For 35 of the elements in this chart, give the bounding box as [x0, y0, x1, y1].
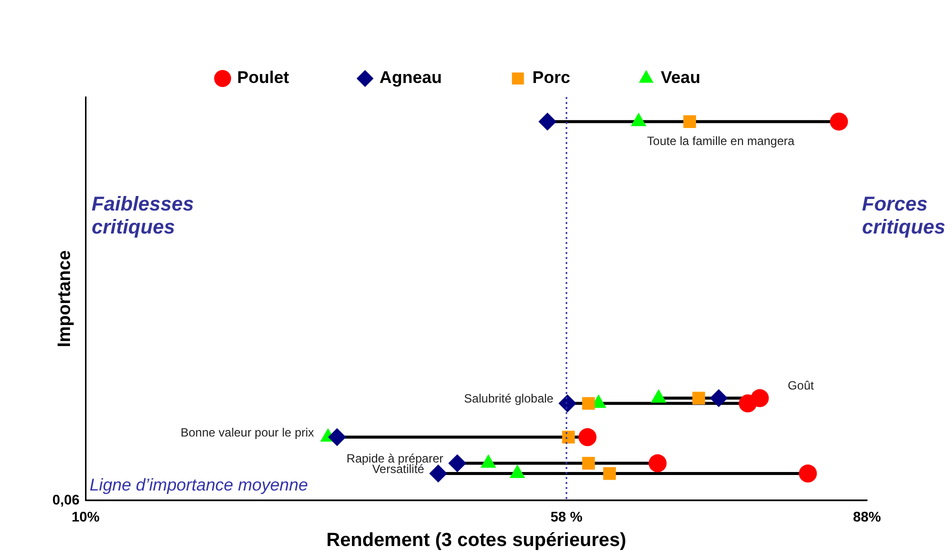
legend-label: Agneau: [380, 68, 442, 88]
point: [578, 428, 596, 446]
point: [710, 389, 728, 408]
annotation: Rapide à préparer: [346, 452, 444, 466]
point: [328, 428, 346, 446]
ref-line-label: Ligne d’importance moyenne: [90, 476, 308, 495]
x-axis-title: Rendement (3 cotes supérieures): [326, 530, 626, 551]
point: [798, 464, 817, 483]
point: [429, 464, 448, 483]
point: [538, 112, 556, 131]
point: [683, 115, 696, 128]
x-tick-label: 58 %: [550, 508, 583, 525]
y-axis-title: Importance: [54, 250, 74, 348]
annotation: Bonne valeur pour le prix: [180, 425, 314, 440]
legend-label: Porc: [532, 68, 570, 88]
legend-label: Veau: [660, 68, 700, 88]
point: [648, 454, 667, 472]
point: [582, 397, 595, 410]
annotation: Toute la famille en mangera: [647, 134, 795, 148]
point: [603, 467, 616, 480]
point: [830, 112, 848, 131]
x-tick-label: 88%: [852, 508, 882, 525]
legend-label: Poulet: [237, 68, 290, 88]
point: [738, 394, 757, 412]
point: [582, 456, 595, 470]
point: [558, 394, 576, 412]
annotation: Goût: [788, 378, 814, 392]
point: [562, 430, 575, 444]
x-tick-label: 10%: [72, 508, 100, 525]
annotation: Forces critiques: [862, 194, 946, 239]
text: 0,06: [52, 491, 80, 508]
annotation: Faiblesses critiques: [92, 194, 194, 239]
point: [448, 454, 466, 472]
point: [692, 392, 706, 404]
annotation: Salubrité globale: [464, 392, 554, 406]
